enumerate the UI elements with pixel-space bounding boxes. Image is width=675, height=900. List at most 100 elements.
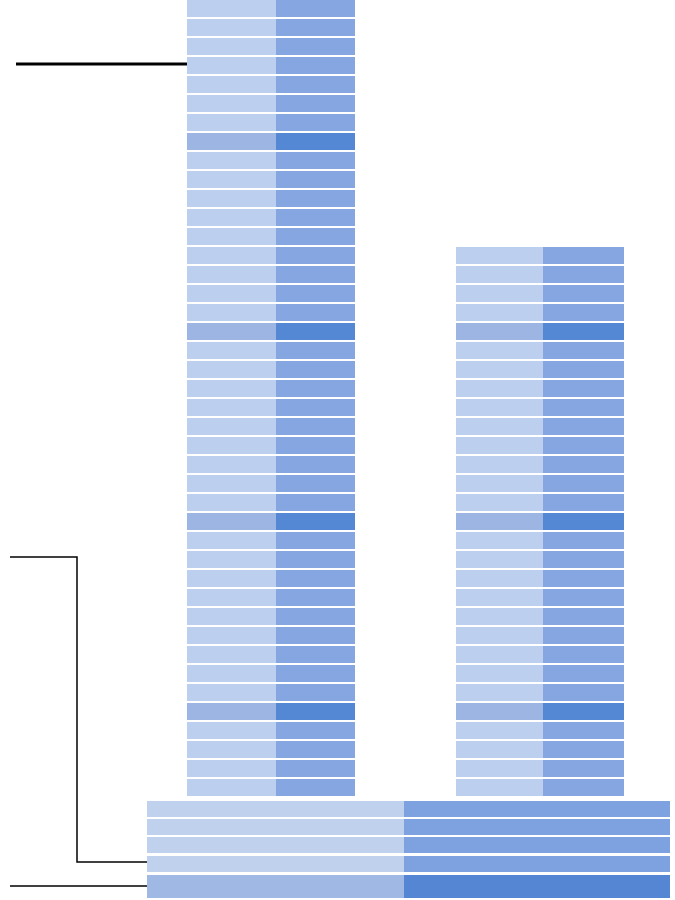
- floor-right: [276, 456, 355, 473]
- floor-left: [187, 475, 276, 492]
- floor-left: [187, 190, 276, 207]
- floor-right: [276, 285, 355, 302]
- floor-right: [543, 779, 624, 796]
- floor-left: [187, 247, 276, 264]
- floor-left: [456, 627, 543, 644]
- floor-left: [456, 361, 543, 378]
- floor-left: [456, 513, 543, 530]
- floor-right: [276, 779, 355, 796]
- floor-right: [276, 247, 355, 264]
- floor-left: [187, 437, 276, 454]
- floor-right: [276, 703, 355, 720]
- floor-left: [187, 304, 276, 321]
- floor-right: [543, 475, 624, 492]
- floor-left: [456, 665, 543, 682]
- podium-right: [404, 819, 670, 835]
- floor-left: [456, 532, 543, 549]
- floor-right: [276, 323, 355, 340]
- floor-left: [187, 570, 276, 587]
- floor-left: [187, 589, 276, 606]
- floor-left: [456, 589, 543, 606]
- floor-left: [187, 399, 276, 416]
- floor-right: [276, 494, 355, 511]
- floor-left: [456, 418, 543, 435]
- floor-left: [187, 380, 276, 397]
- floor-right: [543, 380, 624, 397]
- floor-left: [456, 323, 543, 340]
- floor-left: [187, 38, 276, 55]
- floor-right: [276, 171, 355, 188]
- floor-left: [187, 646, 276, 663]
- floor-right: [543, 361, 624, 378]
- floor-left: [187, 228, 276, 245]
- floor-right: [276, 76, 355, 93]
- floor-left: [456, 703, 543, 720]
- floor-left: [187, 285, 276, 302]
- floor-right: [543, 570, 624, 587]
- floor-right: [276, 304, 355, 321]
- floor-left: [187, 551, 276, 568]
- floor-right: [543, 703, 624, 720]
- floor-right: [543, 722, 624, 739]
- podium-left: [147, 819, 404, 835]
- floor-right: [276, 342, 355, 359]
- floor-right: [543, 760, 624, 777]
- floor-left: [456, 722, 543, 739]
- floor-left: [187, 323, 276, 340]
- floor-left: [456, 779, 543, 796]
- floor-right: [276, 361, 355, 378]
- floor-right: [276, 228, 355, 245]
- floor-right: [543, 342, 624, 359]
- floor-left: [456, 247, 543, 264]
- floor-left: [187, 608, 276, 625]
- floor-right: [543, 627, 624, 644]
- floor-left: [187, 95, 276, 112]
- floor-left: [456, 646, 543, 663]
- floor-right: [276, 266, 355, 283]
- floor-left: [187, 456, 276, 473]
- floor-right: [276, 380, 355, 397]
- floor-left: [456, 437, 543, 454]
- floor-left: [187, 722, 276, 739]
- floor-left: [456, 304, 543, 321]
- floor-right: [276, 760, 355, 777]
- floor-right: [543, 494, 624, 511]
- floor-right: [543, 513, 624, 530]
- floor-right: [276, 133, 355, 150]
- floor-left: [456, 342, 543, 359]
- floor-left: [187, 627, 276, 644]
- podium-right: [404, 837, 670, 853]
- floor-left: [456, 570, 543, 587]
- floor-right: [276, 684, 355, 701]
- floor-left: [187, 513, 276, 530]
- floor-left: [187, 760, 276, 777]
- floor-left: [187, 779, 276, 796]
- podium-right: [404, 875, 670, 898]
- floor-left: [187, 342, 276, 359]
- floor-right: [276, 399, 355, 416]
- floor-right: [276, 570, 355, 587]
- floor-right: [543, 589, 624, 606]
- floor-right: [543, 266, 624, 283]
- floor-left: [456, 494, 543, 511]
- floor-right: [543, 551, 624, 568]
- floor-right: [543, 399, 624, 416]
- floor-left: [187, 209, 276, 226]
- floor-right: [276, 190, 355, 207]
- floor-left: [187, 665, 276, 682]
- floor-left: [187, 361, 276, 378]
- floor-right: [276, 0, 355, 17]
- floor-left: [187, 171, 276, 188]
- floor-left: [187, 684, 276, 701]
- floor-right: [543, 741, 624, 758]
- floor-right: [543, 646, 624, 663]
- floor-right: [276, 627, 355, 644]
- floor-right: [543, 684, 624, 701]
- floor-left: [456, 741, 543, 758]
- floor-left: [456, 551, 543, 568]
- floor-left: [187, 57, 276, 74]
- floor-left: [187, 114, 276, 131]
- floor-left: [187, 494, 276, 511]
- floor-right: [543, 304, 624, 321]
